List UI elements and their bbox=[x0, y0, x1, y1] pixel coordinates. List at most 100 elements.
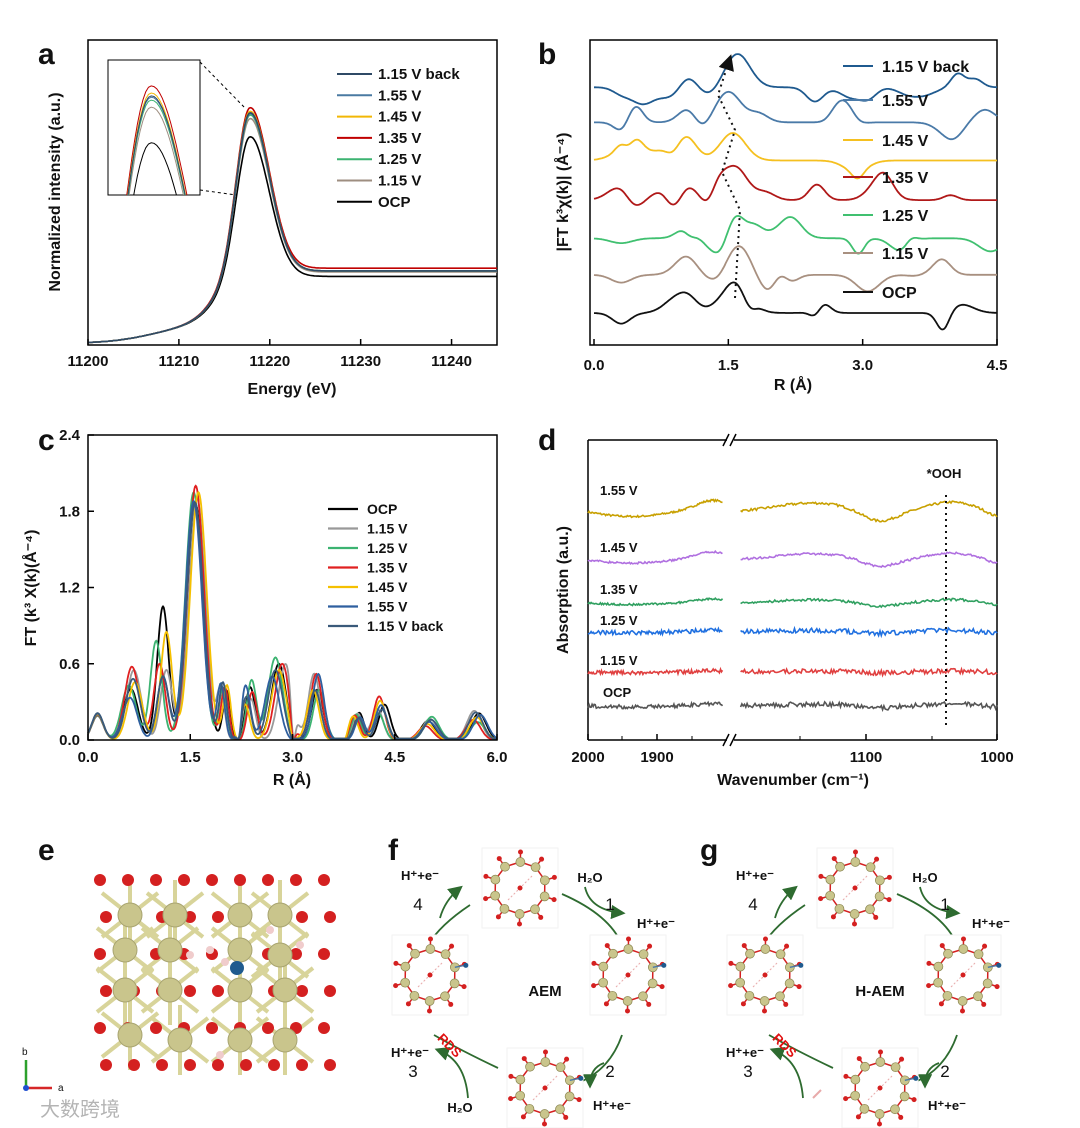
panel-label-f: f bbox=[388, 834, 399, 867]
panel-label-a: a bbox=[38, 38, 55, 71]
legend-label: OCP bbox=[882, 285, 917, 302]
metal-atom bbox=[410, 948, 420, 959]
oxygen-atom bbox=[960, 972, 966, 978]
x-tick-label: 6.0 bbox=[487, 749, 508, 766]
metal-atom bbox=[540, 1057, 551, 1067]
metal-atom bbox=[957, 996, 968, 1006]
oxygen-atom bbox=[878, 1049, 884, 1055]
series-line-1.35-v bbox=[87, 484, 497, 740]
metal-atom bbox=[425, 944, 436, 954]
x-tick-label: 4.5 bbox=[987, 357, 1008, 374]
oxygen-atom bbox=[324, 911, 336, 923]
oxygen-atom bbox=[591, 983, 597, 989]
metal-atom bbox=[117, 1022, 143, 1048]
oxygen-atom bbox=[516, 921, 522, 927]
reactant-label-step-3: H₂O bbox=[447, 1100, 472, 1115]
oxygen-atom bbox=[855, 1114, 861, 1120]
metal-atom bbox=[607, 990, 618, 1001]
step-number-4: 4 bbox=[748, 895, 757, 914]
metal-atom bbox=[227, 937, 253, 963]
metal-atom bbox=[874, 891, 885, 902]
oxygen-atom bbox=[624, 1008, 630, 1014]
oxygen-atom bbox=[541, 1121, 547, 1127]
arrow-out-2 bbox=[582, 1062, 605, 1089]
oxygen-atom bbox=[184, 1059, 196, 1071]
metal-atom bbox=[500, 861, 510, 872]
rate-determining-step-label: RDS bbox=[435, 1030, 465, 1060]
oxygen-atom bbox=[647, 943, 653, 949]
oxygen-atom bbox=[783, 1001, 789, 1007]
oxygen-atom bbox=[206, 1022, 218, 1034]
inset-connector bbox=[199, 189, 237, 196]
panel-a-xanes: 11200 11210 11220 11230 11240 1.15 V back 1.5… bbox=[47, 39, 498, 398]
metal-atom bbox=[860, 1061, 870, 1072]
oxygen-atom bbox=[212, 911, 224, 923]
intermediate-structure bbox=[589, 934, 667, 1016]
watermark: 大数跨境 bbox=[40, 1098, 120, 1121]
adsorbate-atom bbox=[996, 962, 1002, 968]
adsorbate-atom bbox=[463, 962, 469, 968]
product-label-step-1: H⁺+e⁻ bbox=[637, 916, 675, 931]
metal-atom bbox=[775, 949, 786, 960]
metal-atom bbox=[440, 949, 451, 960]
metal-atom bbox=[623, 944, 634, 954]
metal-atom bbox=[899, 1091, 910, 1102]
metal-atom bbox=[608, 948, 618, 959]
oxygen-atom bbox=[938, 1001, 944, 1007]
inset-line-1.45-v bbox=[127, 92, 187, 195]
intermediate-structure bbox=[924, 934, 1002, 1016]
metal-atom bbox=[499, 903, 510, 914]
series-label: OCP bbox=[603, 685, 632, 700]
arc-step-2 bbox=[577, 1034, 623, 1084]
oxygen-atom bbox=[150, 1022, 162, 1034]
oxygen-atom bbox=[520, 1114, 526, 1120]
legend-label: OCP bbox=[378, 194, 411, 211]
oxygen-atom bbox=[899, 1056, 905, 1062]
series-line-left-1.55-v bbox=[587, 498, 723, 519]
metal-atom bbox=[933, 961, 944, 972]
oxygen-atom bbox=[911, 1097, 917, 1103]
metal-atom bbox=[227, 977, 253, 1003]
inset-line-1.55-v bbox=[127, 96, 186, 195]
metal-atom bbox=[449, 978, 460, 989]
metal-atom bbox=[943, 948, 953, 959]
adsorbate-atom bbox=[913, 1075, 919, 1081]
legend-label: 1.35 V bbox=[367, 560, 408, 576]
oxygen-atom bbox=[324, 1059, 336, 1071]
metal-atom bbox=[267, 902, 293, 928]
arrow-in-out-1 bbox=[584, 886, 626, 920]
series-line-ocp bbox=[594, 281, 998, 331]
step-number-2: 2 bbox=[940, 1062, 949, 1081]
oxygen-atom bbox=[851, 921, 857, 927]
metal-atom bbox=[515, 1074, 526, 1085]
oxygen-atom bbox=[521, 1056, 527, 1062]
oxygen-atom bbox=[542, 1085, 548, 1091]
metal-atom bbox=[539, 875, 550, 886]
axis-b-label: b bbox=[22, 1047, 28, 1058]
proton-transfer-mark bbox=[812, 1089, 822, 1099]
oxygen-atom bbox=[296, 1059, 308, 1071]
oxygen-atom bbox=[508, 1096, 514, 1102]
intermediate-structure bbox=[726, 934, 804, 1016]
legend-label: 1.15 V bbox=[378, 173, 421, 190]
step-number-3: 3 bbox=[743, 1062, 752, 1081]
y-axis-label: |FT k³χ(k)| (Å⁻⁴) bbox=[553, 133, 572, 252]
legend-label: 1.45 V bbox=[378, 109, 421, 126]
axes-frame bbox=[589, 39, 998, 346]
metal-atom bbox=[784, 978, 795, 989]
oxygen-atom bbox=[448, 1001, 454, 1007]
metal-atom bbox=[112, 977, 138, 1003]
oxygen-atom bbox=[483, 873, 489, 879]
intermediate-structure bbox=[481, 847, 559, 929]
oxygen-atom bbox=[625, 972, 631, 978]
x-tick-label: 2000 bbox=[571, 749, 604, 766]
arc-step-3 bbox=[768, 1034, 834, 1069]
oxygen-atom bbox=[926, 983, 932, 989]
arrow-in-out-1 bbox=[919, 886, 961, 920]
bond bbox=[789, 964, 800, 969]
oxygen-atom bbox=[551, 874, 557, 880]
inset-line-ocp bbox=[133, 142, 177, 195]
y-tick-label: 2.4 bbox=[59, 427, 81, 444]
series-line-left-1.25-v bbox=[587, 626, 723, 637]
